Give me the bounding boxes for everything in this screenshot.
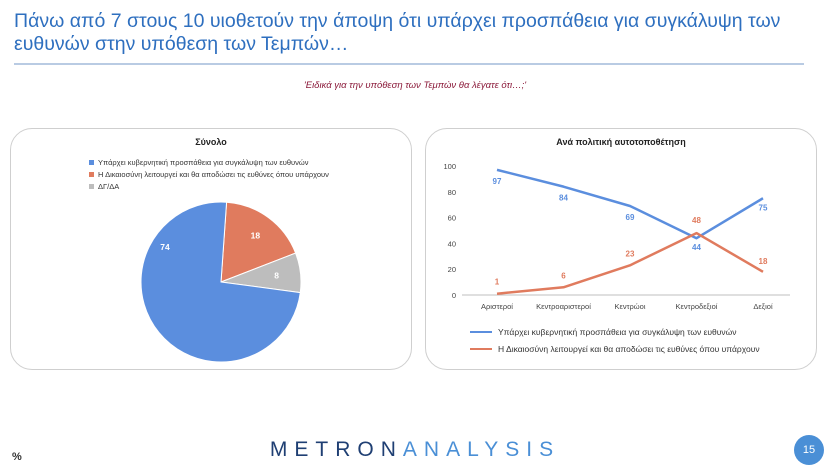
pie-legend: Υπάρχει κυβερνητική προσπάθεια για συγκά… [89,156,329,192]
title-divider [14,63,804,65]
pie-slice [140,201,301,363]
pie-legend-label: Η Δικαιοσύνη λειτουργεί και θα αποδώσει … [98,169,329,179]
pie-data-label: 18 [251,230,261,240]
pie-legend-label: Υπάρχει κυβερνητική προσπάθεια για συγκά… [98,157,309,167]
line-legend-item: Η Δικαιοσύνη λειτουργεί και θα αποδώσει … [470,340,760,357]
legend-line-blue [470,330,492,333]
legend-line-orange [470,347,492,350]
pie-slice [220,201,297,283]
pie-legend-item: ΔΓ/ΔΑ [89,180,329,192]
line-legend-item: Υπάρχει κυβερνητική προσπάθεια για συγκά… [470,323,760,340]
line-chart-title-text: Ανά πολιτική αυτοτοποθέτηση [556,137,686,147]
pie-data-label: 8 [274,270,279,280]
percent-unit-label: % [12,451,22,463]
logo-part-analysis: ANALYSIS [402,438,561,461]
metron-analysis-logo: METRONANALYSIS [0,438,830,462]
page-number-badge: 15 [794,435,824,465]
line-legend: Υπάρχει κυβερνητική προσπάθεια για συγκά… [470,323,760,357]
pie-chart-title: Σύνολο [195,137,227,147]
page-title: Πάνω από 7 στους 10 υιοθετούν την άποψη … [14,10,781,55]
line-chart-title: Ανά πολιτική αυτοτοποθέτηση [426,137,816,147]
pie-legend-item: Υπάρχει κυβερνητική προσπάθεια για συγκά… [89,156,329,168]
legend-swatch-grey [89,183,94,189]
legend-swatch-orange [89,171,94,177]
pie-data-label: 74 [160,242,170,252]
logo-part-metron: METRON [269,438,403,461]
line-legend-label: Η Δικαιοσύνη λειτουργεί και θα αποδώσει … [498,343,760,354]
pie-chart: 18 8 74 [140,201,302,363]
line-legend-label: Υπάρχει κυβερνητική προσπάθεια για συγκά… [498,326,737,337]
pie-legend-item: Η Δικαιοσύνη λειτουργεί και θα αποδώσει … [89,168,329,180]
pie-legend-label: ΔΓ/ΔΑ [98,181,120,191]
legend-swatch-blue [89,159,94,165]
question-subtitle: 'Ειδικά για την υπόθεση των Τεμπών θα λέ… [303,80,527,91]
pie-panel: Σύνολο Υπάρχει κυβερνητική προσπάθεια γι… [10,128,412,370]
